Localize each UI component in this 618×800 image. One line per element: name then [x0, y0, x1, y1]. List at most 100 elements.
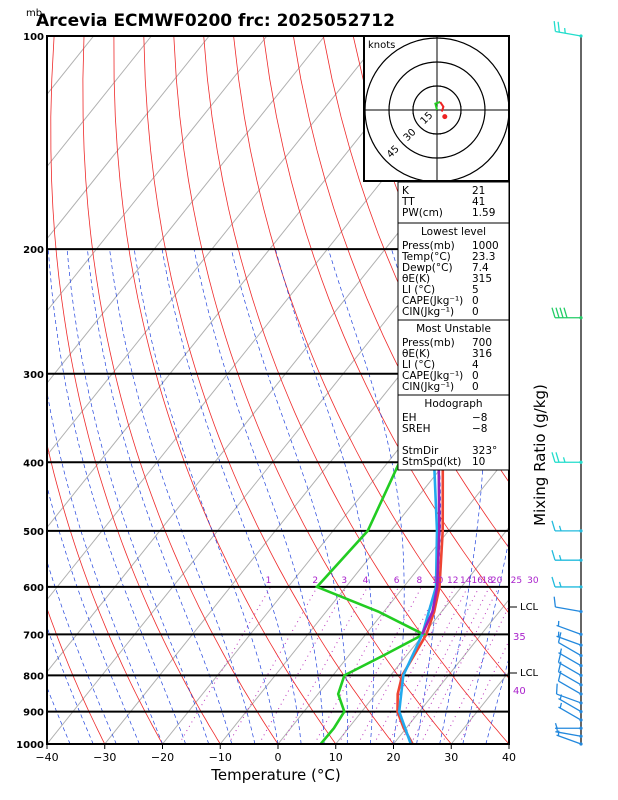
info-label: θE(K) — [402, 348, 430, 360]
info-label: Dewp(°C) — [402, 262, 453, 274]
x-tick-label: −40 — [35, 751, 58, 764]
wind-barb — [551, 549, 583, 562]
dry-adiabat-line — [593, 36, 618, 744]
xaxis-title: Temperature (°C) — [210, 766, 340, 784]
mixing-ratio-label: 8 — [417, 576, 423, 586]
isotherm-line — [47, 36, 152, 168]
info-value: 315 — [472, 273, 492, 285]
moist-adiabat-line — [47, 249, 186, 744]
info-value: 0 — [472, 381, 479, 393]
side-value-label: 40 — [513, 686, 526, 697]
dry-adiabat-line — [47, 607, 106, 744]
info-label: Temp(°C) — [401, 251, 451, 263]
info-label: PW(cm) — [402, 207, 443, 219]
chart-title: Arcevia ECMWF0200 frc: 2025052712 — [36, 11, 395, 31]
dry-adiabat-line — [47, 442, 163, 744]
info-label: CAPE(Jkg⁻¹) — [402, 370, 463, 382]
info-label: K — [402, 185, 410, 197]
mixing-ratio-label: 14 — [460, 576, 472, 586]
summary-box — [397, 181, 510, 224]
pressure-tick-label: 300 — [23, 370, 44, 381]
pressure-tick-label: 600 — [23, 583, 44, 594]
mixing-ratio-label: 4 — [363, 576, 369, 586]
moist-adiabat-line — [87, 249, 233, 744]
isotherm-line — [104, 237, 509, 744]
info-label: CAPE(Jkg⁻¹) — [402, 295, 463, 307]
lcl-label: LCL — [520, 602, 539, 613]
wind-barb — [556, 730, 583, 746]
info-label: TT — [401, 196, 415, 208]
mixing-ratio-label: 16 — [471, 576, 483, 586]
isotherm-line — [47, 36, 326, 384]
moist-adiabat-line — [47, 560, 117, 744]
pressure-tick-label: 800 — [23, 671, 44, 682]
x-tick-label: 10 — [329, 751, 343, 764]
info-label: StmSpd(kt) — [402, 456, 461, 468]
wind-barb — [551, 520, 583, 533]
dry-adiabat-line — [263, 36, 509, 614]
moist-adiabat-line — [47, 484, 140, 744]
dry-adiabat-line — [82, 36, 279, 744]
wind-barb — [556, 620, 583, 636]
wind-barb — [556, 631, 583, 647]
x-tick-label: 0 — [275, 751, 282, 764]
wind-barb — [558, 694, 583, 714]
mixing-ratio-label: 10 — [432, 576, 444, 586]
pressure-tick-label: 500 — [23, 527, 44, 538]
moist-adiabat-line — [47, 743, 48, 744]
wind-barb — [551, 576, 583, 589]
x-tick-label: 20 — [387, 751, 401, 764]
info-value: 316 — [472, 348, 492, 360]
info-value: −8 — [472, 412, 487, 424]
info-value: 4 — [472, 359, 479, 371]
hodograph-trace-low — [434, 101, 441, 111]
info-label: Press(mb) — [402, 337, 455, 349]
isotherm-line — [47, 36, 441, 529]
info-value: 323° — [472, 445, 497, 457]
info-value: 0 — [472, 306, 479, 318]
moist-adiabat-line — [109, 249, 256, 744]
mixing-ratio-line — [178, 586, 271, 744]
mixing-ratio-label: 2 — [312, 576, 318, 586]
moist-adiabat-line — [439, 249, 485, 744]
pressure-tick-label: 700 — [23, 630, 44, 641]
isotherm-line — [277, 454, 509, 744]
mixing-ratio-line — [410, 586, 490, 744]
moist-adiabat-line — [275, 249, 374, 744]
mixing-ratio-label: 6 — [394, 576, 400, 586]
info-value: −8 — [472, 423, 487, 435]
mixing-ratio-label: 3 — [341, 576, 347, 586]
wind-barb — [555, 726, 583, 738]
wind-barb — [558, 648, 583, 668]
mixing-ratio-label: 12 — [447, 576, 458, 586]
wind-barb — [551, 452, 583, 464]
moist-adiabat-line — [47, 686, 71, 744]
info-label: LI (°C) — [402, 359, 435, 371]
x-tick-label: 40 — [502, 751, 516, 764]
dry-adiabat-line — [113, 36, 337, 744]
mixing-ratio-line — [228, 586, 318, 744]
isotherm-line — [47, 36, 268, 312]
info-label: StmDir — [402, 445, 439, 457]
lowest-level-title: Lowest level — [421, 226, 486, 238]
mixing-ratio-label: 30 — [527, 576, 539, 586]
info-value: 21 — [472, 185, 485, 197]
info-label: EH — [402, 412, 417, 424]
wind-barb — [554, 723, 583, 730]
wind-barb — [553, 596, 583, 614]
info-value: 700 — [472, 337, 492, 349]
hodograph-params-title: Hodograph — [424, 398, 482, 410]
info-value: 7.4 — [472, 262, 489, 274]
info-value: 0 — [472, 370, 479, 382]
mixing-ratio-label: 25 — [511, 576, 522, 586]
wind-barb — [553, 21, 583, 38]
info-label: Press(mb) — [402, 240, 455, 252]
hodograph-unit-label: knots — [368, 40, 395, 51]
wind-barb — [558, 702, 583, 722]
x-tick-label: −10 — [209, 751, 232, 764]
moist-adiabat-line — [47, 390, 163, 744]
pressure-tick-label: 1000 — [16, 740, 44, 751]
lcl-label: LCL — [520, 668, 539, 679]
mixing-ratio-label: 20 — [491, 576, 503, 586]
